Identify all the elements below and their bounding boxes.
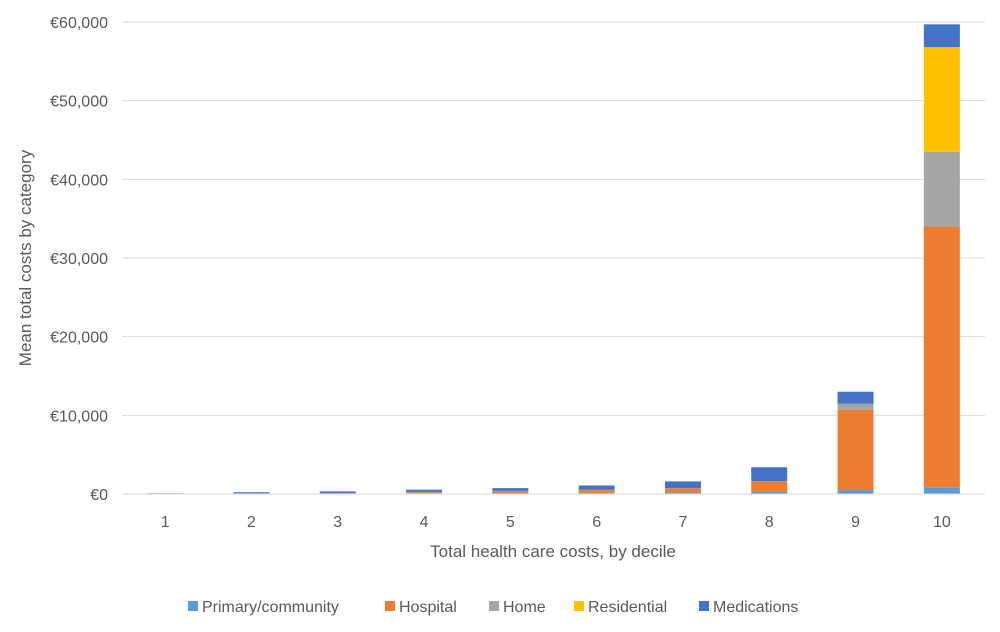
bar-segment <box>492 492 529 494</box>
bar-segment <box>837 403 874 410</box>
bar-segment <box>837 490 874 494</box>
x-tick-label: 1 <box>161 514 170 531</box>
bar-segment <box>406 491 443 493</box>
y-tick-label: €0 <box>90 487 108 504</box>
bar-segment <box>751 491 788 494</box>
bar-segment <box>578 490 615 493</box>
bar-segment <box>319 492 356 494</box>
legend-swatch <box>188 601 198 611</box>
bar-segment <box>492 491 529 493</box>
bar-segment <box>751 481 788 482</box>
bar-segment <box>319 491 356 493</box>
y-tick-label: €50,000 <box>50 94 108 111</box>
bar-segment <box>664 481 701 489</box>
bar-segment <box>751 467 788 482</box>
x-tick-label: 2 <box>247 514 256 531</box>
y-tick-label: €20,000 <box>50 330 108 347</box>
legend-swatch <box>489 601 499 611</box>
bar-segment <box>664 492 701 494</box>
legend-swatch <box>574 601 584 611</box>
bar-segment <box>923 487 960 494</box>
legend: Primary/community Hospital Home Residential… <box>188 599 798 616</box>
legend-swatch <box>385 601 395 611</box>
bar-segment <box>406 489 443 492</box>
x-axis-tick-labels: 1 2 3 4 5 6 7 8 9 10 <box>161 514 951 531</box>
x-tick-label: 5 <box>506 514 515 531</box>
bars <box>147 24 960 495</box>
x-tick-label: 8 <box>765 514 774 531</box>
bar-segment <box>406 492 443 494</box>
bar-segment <box>492 490 529 492</box>
bar-segment <box>923 47 960 152</box>
y-axis-tick-labels: €0 €10,000 €20,000 €30,000 €40,000 €50,000 €60… <box>50 15 108 504</box>
y-tick-label: €40,000 <box>50 172 108 189</box>
y-axis-title: Mean total costs by category <box>16 149 35 366</box>
legend-label: Home <box>503 599 546 616</box>
bar-segment <box>664 488 701 489</box>
x-tick-label: 6 <box>592 514 601 531</box>
bar-segment <box>578 489 615 491</box>
x-tick-label: 10 <box>933 514 951 531</box>
bar-segment <box>664 488 701 493</box>
bar-segment <box>923 24 960 48</box>
bar-segment <box>578 485 615 490</box>
gridlines <box>122 21 985 416</box>
legend-swatch <box>699 601 709 611</box>
x-tick-label: 3 <box>333 514 342 531</box>
bar-segment <box>837 391 874 404</box>
legend-label: Hospital <box>399 599 457 616</box>
x-tick-label: 4 <box>420 514 429 531</box>
y-tick-label: €10,000 <box>50 408 108 425</box>
bar-segment <box>751 481 788 492</box>
bar-segment <box>923 151 960 227</box>
legend-label: Primary/community <box>202 599 339 616</box>
y-tick-label: €30,000 <box>50 251 108 268</box>
bar-segment <box>578 492 615 494</box>
bar-segment <box>837 409 874 491</box>
bar-segment <box>492 488 529 491</box>
bar-segment <box>233 492 270 494</box>
x-tick-label: 7 <box>678 514 687 531</box>
legend-label: Medications <box>713 599 798 616</box>
bar-segment <box>923 226 960 488</box>
x-axis-title: Total health care costs, by decile <box>430 542 676 561</box>
x-tick-label: 9 <box>851 514 860 531</box>
legend-label: Residential <box>588 599 667 616</box>
y-tick-label: €60,000 <box>50 15 108 32</box>
